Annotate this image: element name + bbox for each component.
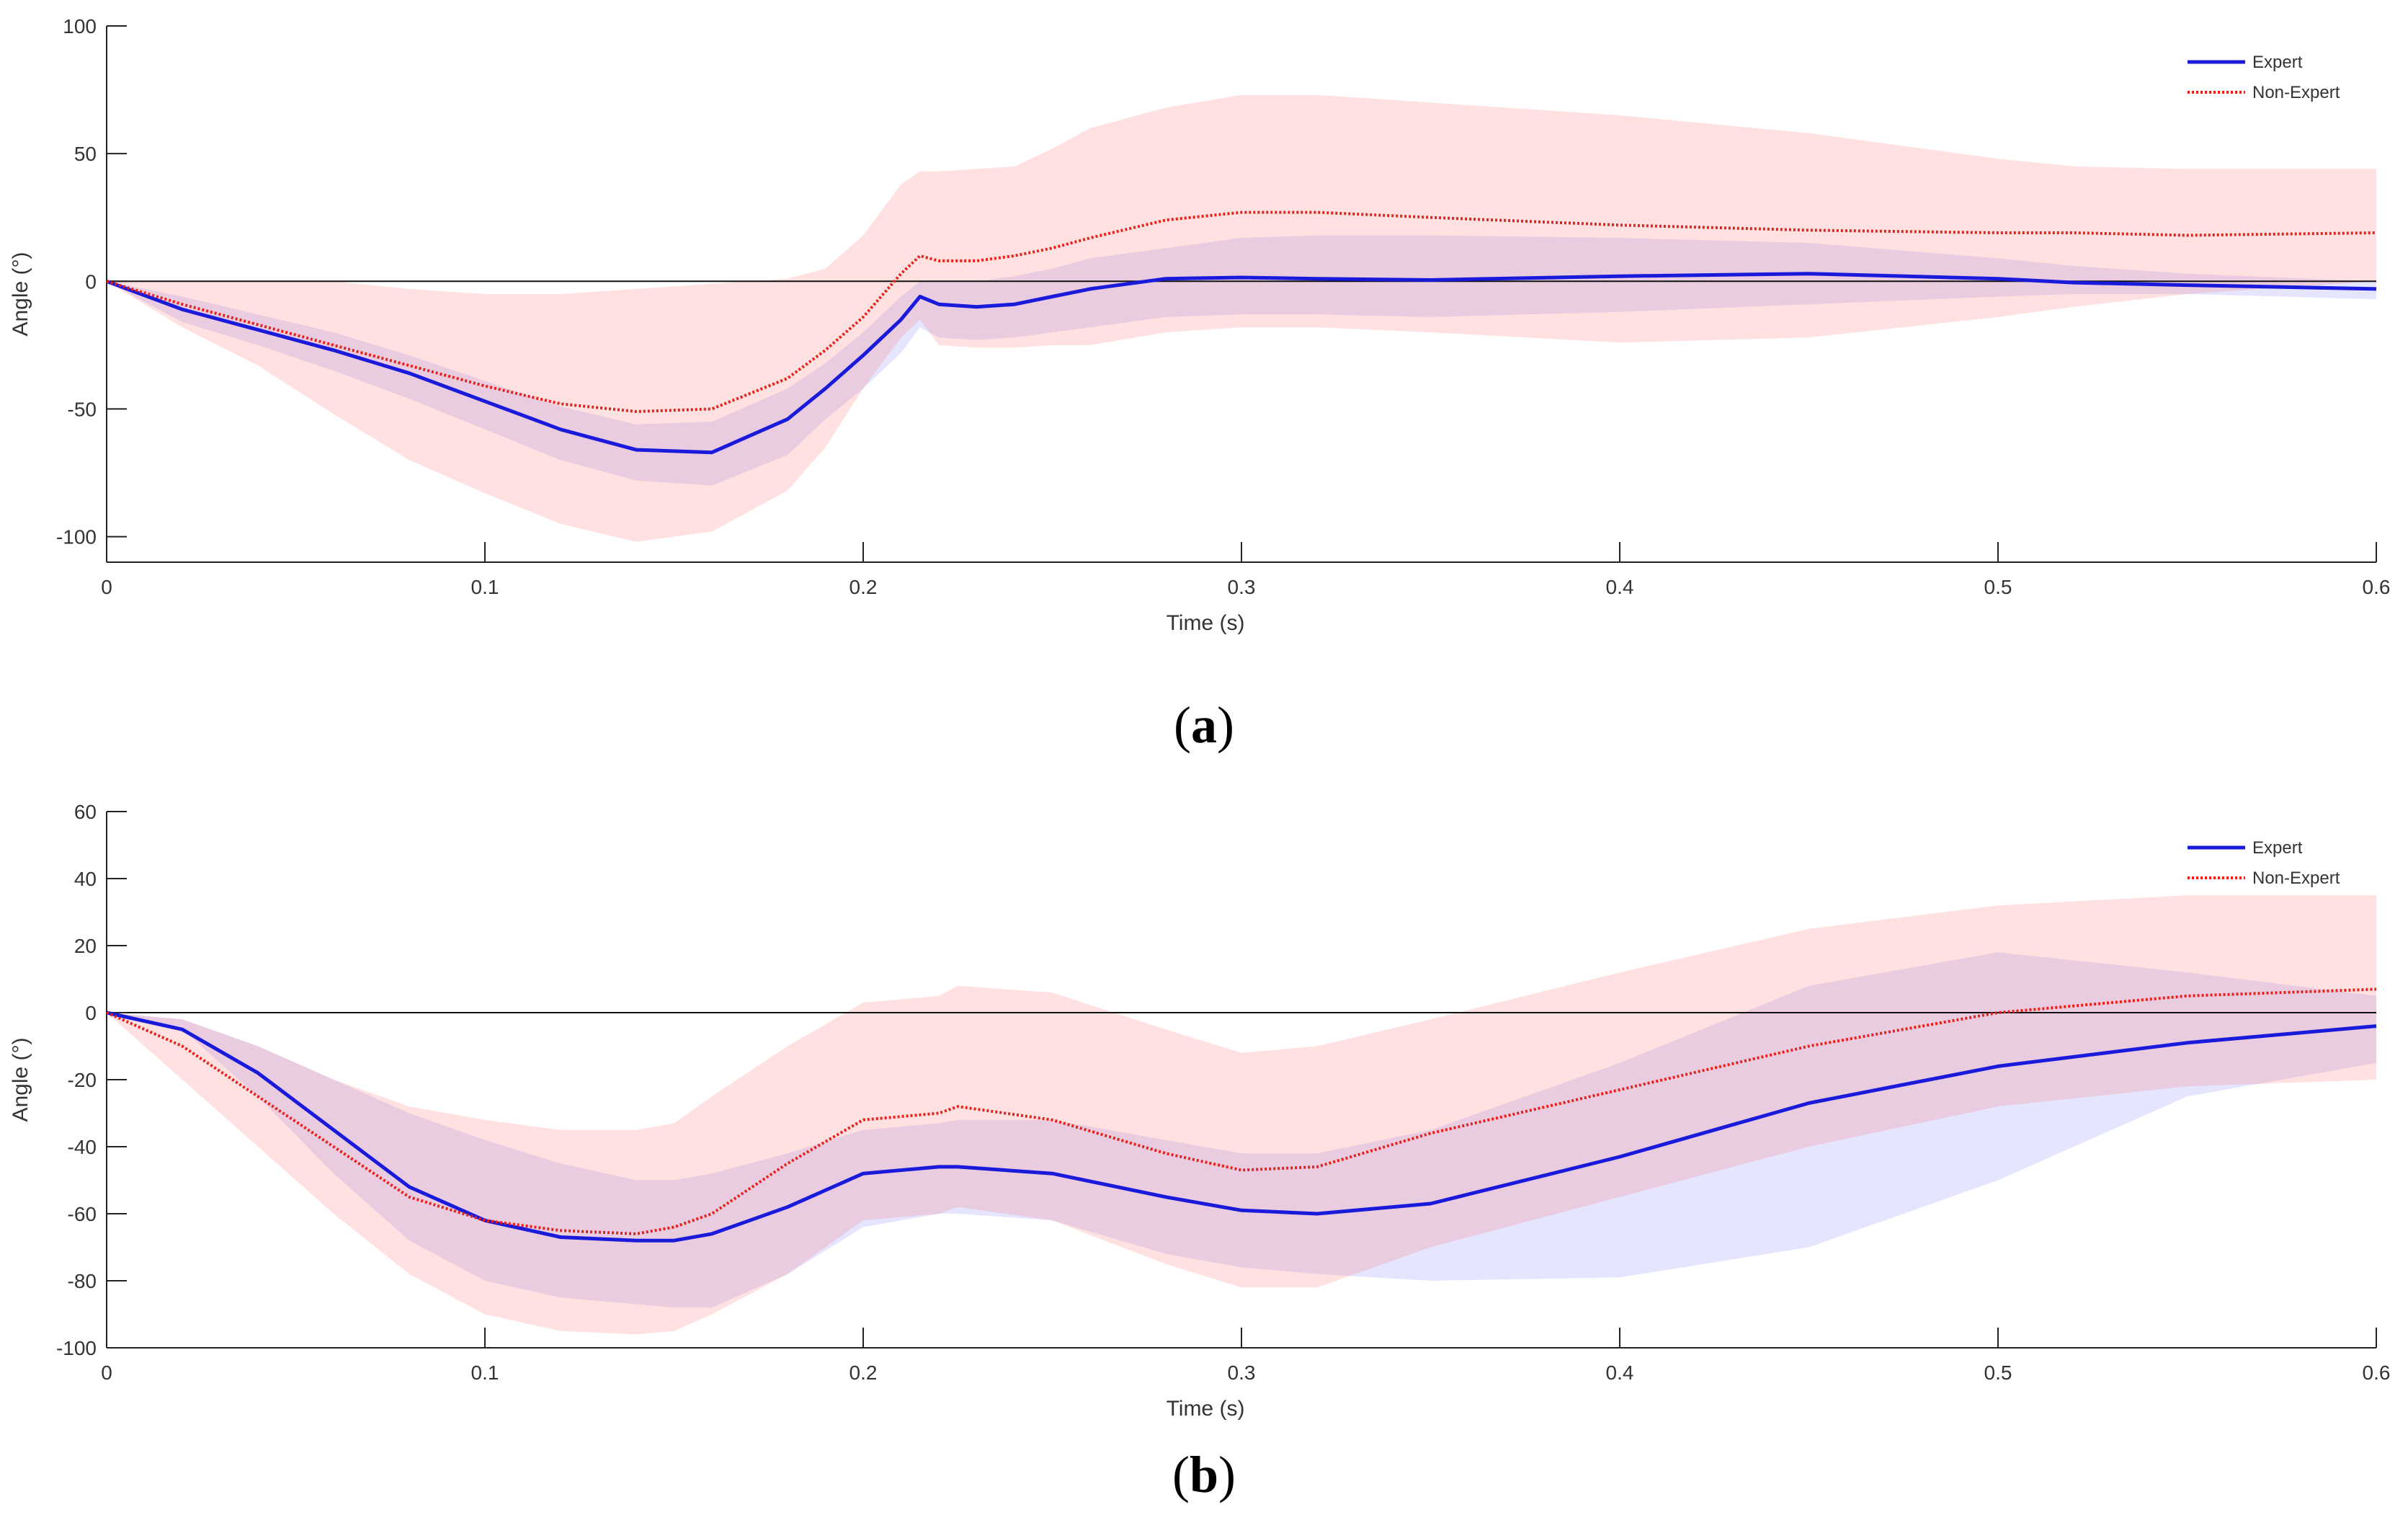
y-axis-label: Angle (°) (9, 252, 32, 336)
series-line-expert (106, 1010, 2377, 1243)
y-tick-label: -80 (68, 1270, 97, 1292)
y-tick-label: -20 (68, 1069, 97, 1091)
y-tick-label: -60 (68, 1203, 97, 1225)
legend-label-non-expert: Non-Expert (2252, 868, 2340, 888)
series-line-non-expert (106, 210, 2377, 413)
chart-panel-a: -100 -50 0 50 100 0 0.1 0.2 0.3 0.4 0.5 0.6 Time (s)… (9, 15, 2390, 754)
x-tick-label: 0.5 (1984, 1361, 2012, 1384)
x-tick-label: 0.4 (1606, 1361, 1634, 1384)
x-tick-label: 0 (101, 576, 112, 598)
y-tick-label: 0 (85, 270, 97, 293)
y-tick-label: -100 (56, 526, 97, 548)
y-tick-label: 50 (74, 143, 97, 165)
x-tick-label: 0 (101, 1361, 112, 1384)
band-non-expert (107, 895, 2376, 1335)
legend-label-expert: Expert (2252, 838, 2303, 858)
x-tick-label: 0.6 (2363, 576, 2391, 598)
band-expert (107, 235, 2376, 486)
band-non-expert (107, 94, 2376, 542)
y-tick-label: 100 (63, 15, 97, 37)
legend-label-non-expert: Non-Expert (2252, 83, 2340, 102)
y-tick-label: 0 (85, 1002, 97, 1024)
x-tick-label: 0.2 (850, 576, 878, 598)
x-tick-label: 0.3 (1228, 576, 1256, 598)
x-tick-label: 0.6 (2363, 1361, 2391, 1384)
chart-panel-b: -100 -80 -60 -40 -20 0 20 40 60 0 0.1 0.2 0.3 0.4 0.5 0… (9, 801, 2390, 1503)
x-axis-label: Time (s) (1167, 1397, 1245, 1421)
y-tick-label: -50 (68, 398, 97, 420)
x-axis-label: Time (s) (1167, 611, 1245, 635)
x-tick-label: 0.3 (1228, 1361, 1256, 1384)
legend-label-expert: Expert (2252, 53, 2303, 72)
y-tick-label: 40 (74, 868, 97, 890)
x-tick-label: 0.1 (471, 576, 499, 598)
band-expert (107, 952, 2376, 1308)
x-tick-label: 0.1 (471, 1361, 499, 1384)
y-tick-label: 20 (74, 935, 97, 957)
panel-caption: (b) (1172, 1446, 1236, 1503)
x-tick-label: 0.4 (1606, 576, 1634, 598)
y-axis-label: Angle (°) (9, 1037, 32, 1121)
x-tick-label: 0.2 (850, 1361, 878, 1384)
x-tick-label: 0.5 (1984, 576, 2012, 598)
y-tick-label: -100 (56, 1337, 97, 1359)
panel-caption: (a) (1174, 696, 1234, 754)
series-line-expert (106, 272, 2377, 455)
y-tick-label: 60 (74, 801, 97, 823)
y-tick-label: -40 (68, 1136, 97, 1158)
